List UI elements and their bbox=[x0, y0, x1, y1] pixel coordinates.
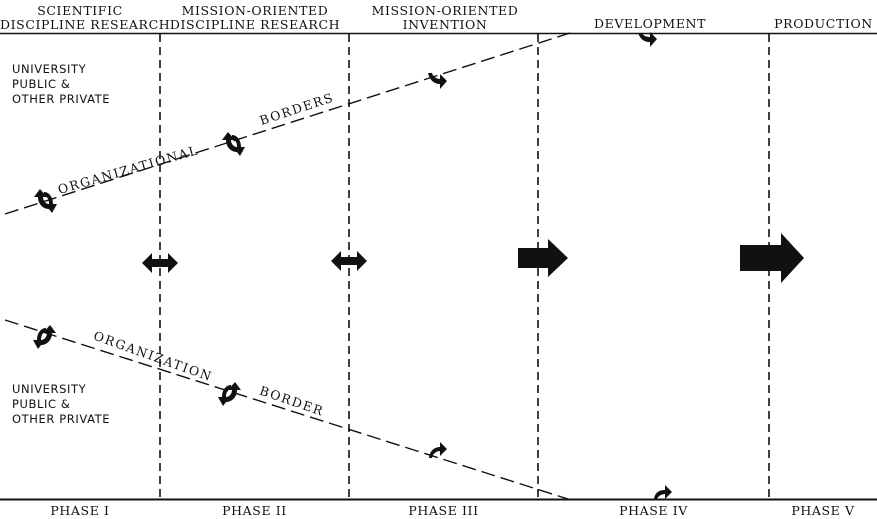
region-label-upper: UNIVERSITY PUBLIC & OTHER PRIVATE bbox=[12, 62, 110, 107]
double-arrow-icon bbox=[142, 253, 178, 273]
curved-double-arrow-icon bbox=[218, 382, 241, 406]
border-label: ORGANIZATIONAL bbox=[56, 142, 200, 197]
phase-label-3: PHASE III bbox=[408, 503, 479, 518]
region-line: UNIVERSITY bbox=[12, 382, 87, 396]
header-line: PRODUCTION bbox=[774, 16, 873, 31]
header-line: DEVELOPMENT bbox=[593, 16, 707, 31]
region-line: OTHER PRIVATE bbox=[12, 92, 111, 106]
right-arrow-icon bbox=[518, 239, 568, 277]
curved-down-arrow-icon bbox=[638, 32, 657, 47]
header-line: MISSION-ORIENTED bbox=[181, 3, 329, 18]
phase-label-1: PHASE I bbox=[50, 503, 110, 518]
curved-down-arrow-icon bbox=[428, 73, 447, 89]
region-label-lower: UNIVERSITY PUBLIC & OTHER PRIVATE bbox=[12, 382, 110, 427]
phase-label-5: PHASE V bbox=[791, 503, 855, 518]
phase-label-4: PHASE IV bbox=[619, 503, 688, 518]
double-arrow-icon bbox=[331, 251, 367, 271]
phase-label-2: PHASE II bbox=[222, 503, 287, 518]
border-word: ORGANIZATIONAL bbox=[56, 142, 199, 197]
column-header-scientific: SCIENTIFIC DISCIPLINE RESEARCH bbox=[0, 3, 171, 32]
border-word: ORGANIZATIONAL bbox=[0, 0, 213, 384]
lower-border-line bbox=[4, 319, 569, 500]
region-line: OTHER PRIVATE bbox=[12, 412, 111, 426]
border-label: ORGANIZATIONAL bbox=[0, 0, 215, 384]
region-line: UNIVERSITY bbox=[12, 62, 87, 76]
border-word: BORDERS bbox=[258, 89, 335, 127]
column-header-mission-research: MISSION-ORIENTED DISCIPLINE RESEARCH bbox=[160, 4, 350, 32]
curved-up-arrow-icon bbox=[429, 442, 447, 458]
border-label: BORDERS bbox=[258, 89, 336, 127]
header-line: INVENTION bbox=[402, 17, 488, 32]
header-line: DISCIPLINE RESEARCH bbox=[169, 17, 341, 32]
header-line: SCIENTIFIC bbox=[37, 3, 123, 18]
right-arrow-icon bbox=[740, 233, 804, 283]
curved-up-arrow-icon bbox=[654, 485, 672, 499]
curved-double-arrow-icon bbox=[33, 325, 56, 349]
column-header-development: DEVELOPMENT bbox=[560, 17, 740, 31]
column-header-production: PRODUCTION bbox=[770, 17, 877, 31]
region-line: PUBLIC & bbox=[12, 77, 71, 91]
column-header-mission-invention: MISSION-ORIENTED INVENTION bbox=[350, 4, 540, 32]
region-line: PUBLIC & bbox=[12, 397, 71, 411]
header-line: MISSION-ORIENTED bbox=[371, 3, 519, 18]
header-line: DISCIPLINE RESEARCH bbox=[0, 17, 171, 32]
curved-double-arrow-icon bbox=[34, 189, 57, 213]
curved-double-arrow-icon bbox=[222, 132, 245, 156]
